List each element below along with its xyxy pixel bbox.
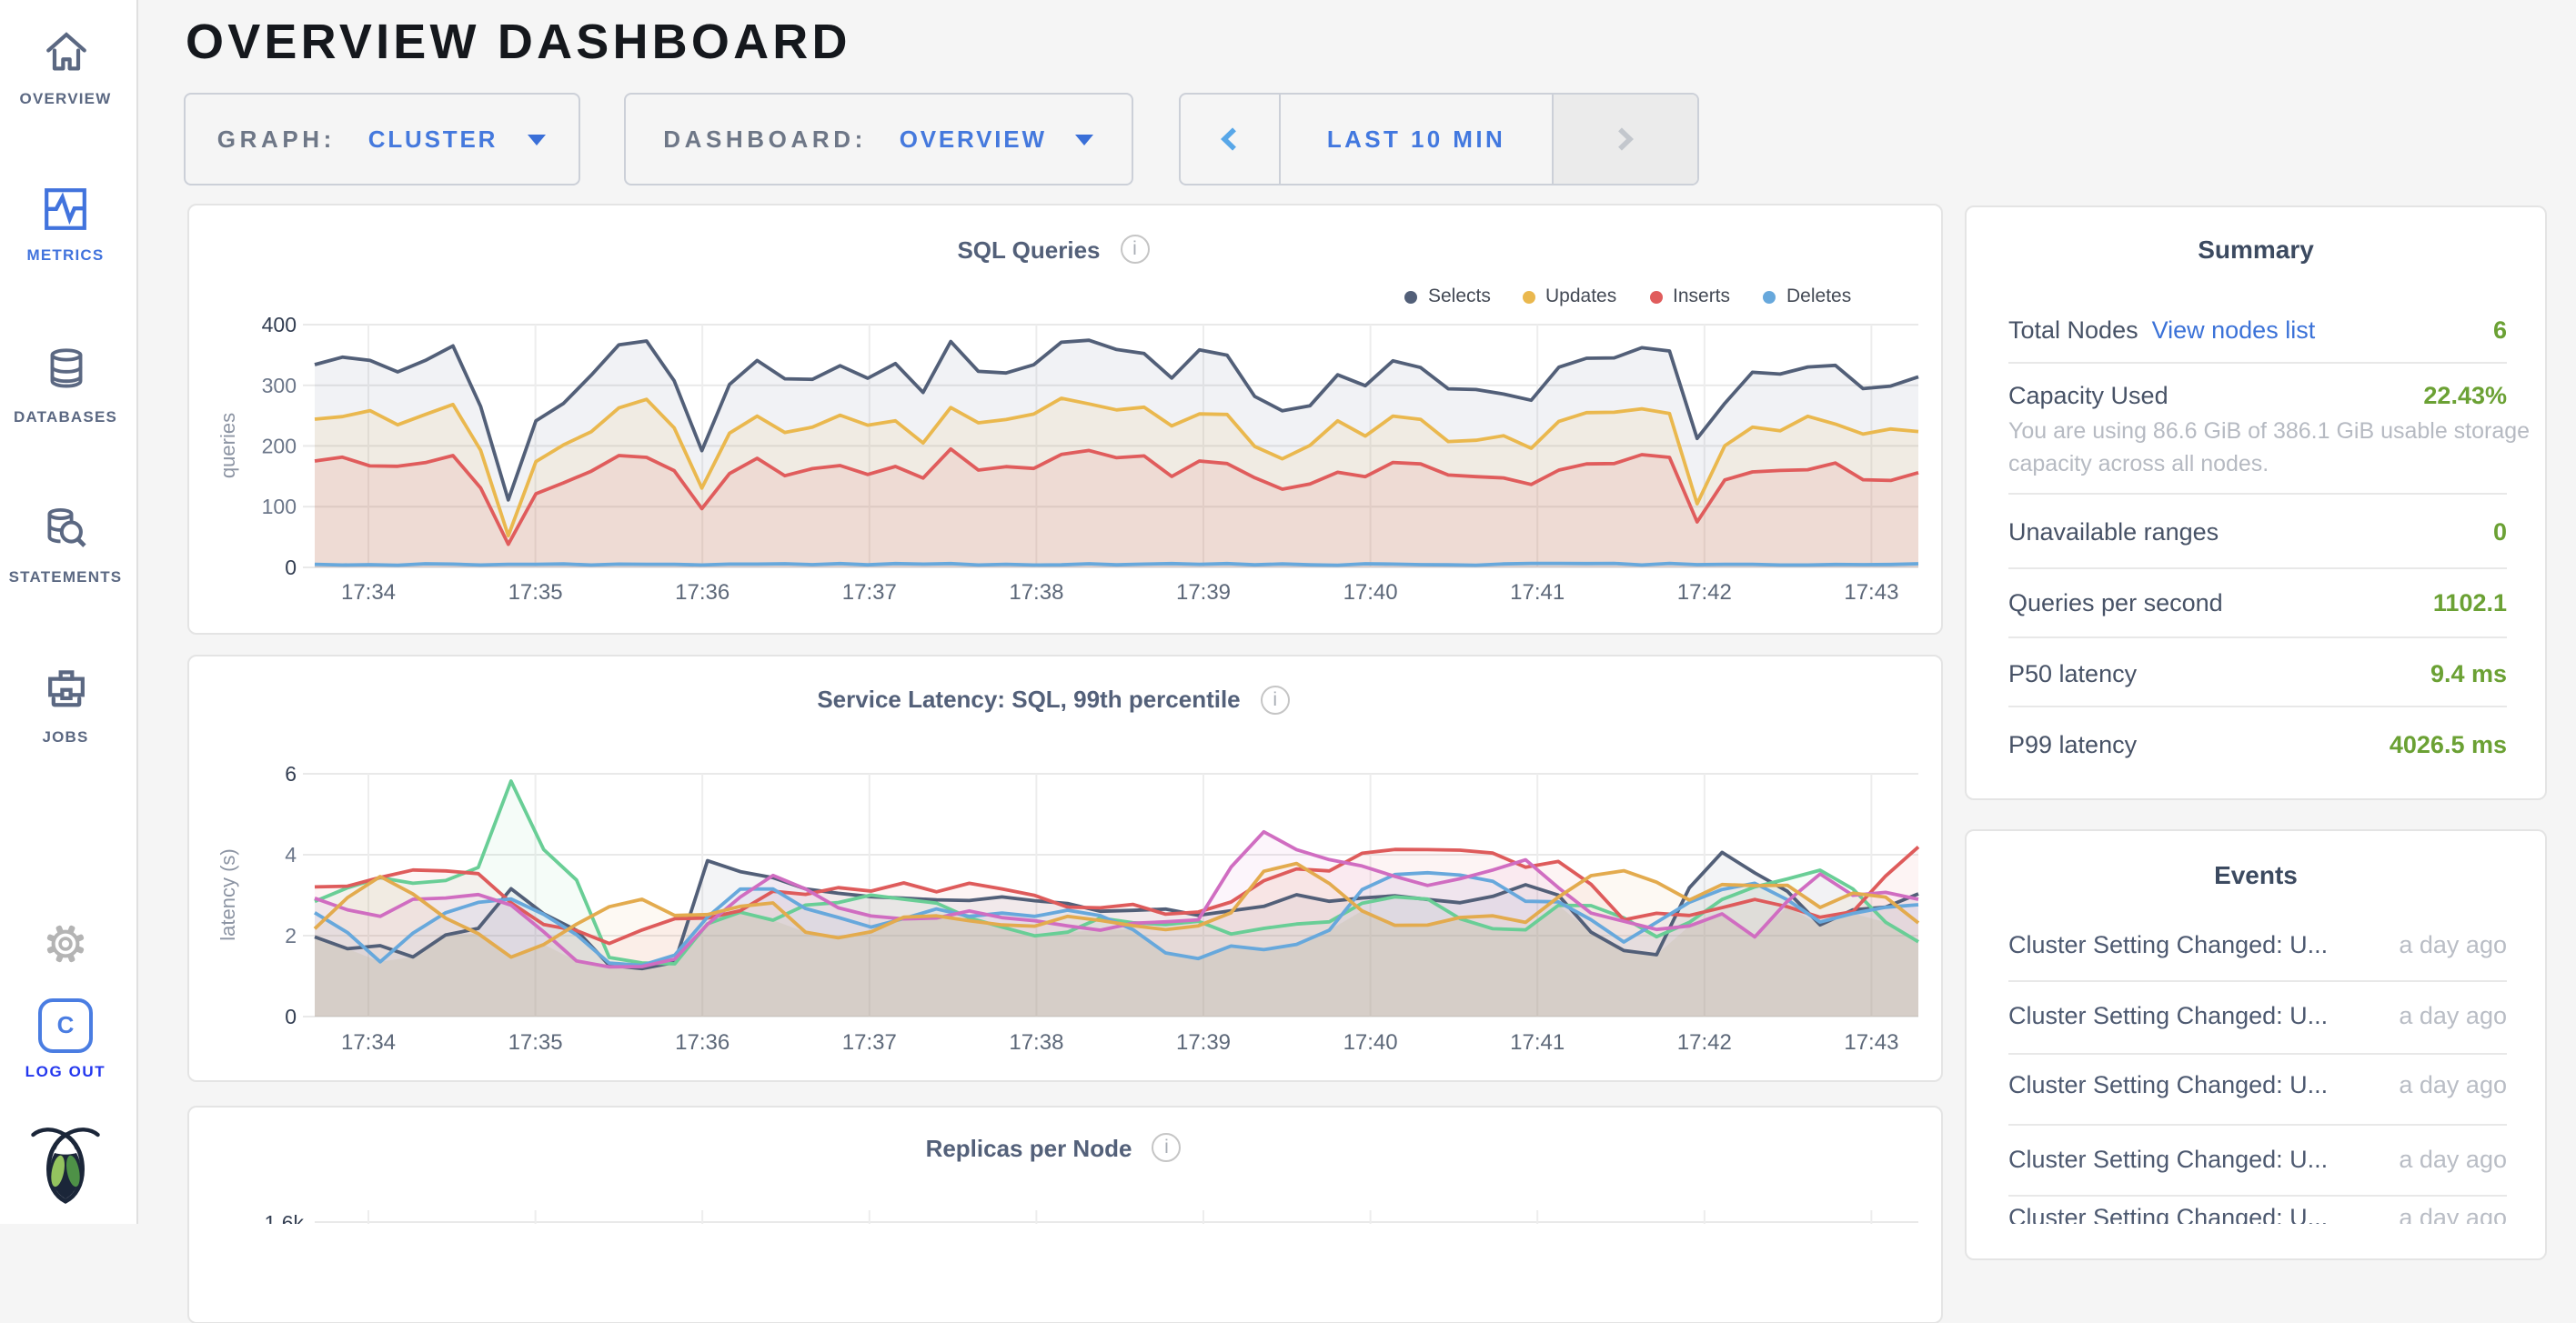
svg-text:200: 200 <box>262 434 297 457</box>
svg-text:latency (s): latency (s) <box>216 847 239 939</box>
svg-text:0: 0 <box>285 556 297 579</box>
svg-text:17:41: 17:41 <box>1510 1029 1565 1054</box>
svg-text:17:43: 17:43 <box>1844 580 1898 605</box>
svg-text:6: 6 <box>285 761 297 785</box>
svg-text:17:35: 17:35 <box>508 1029 563 1054</box>
svg-text:17:37: 17:37 <box>842 1029 897 1054</box>
svg-text:1.6k: 1.6k <box>265 1210 305 1224</box>
svg-text:queries: queries <box>216 413 239 478</box>
svg-text:17:40: 17:40 <box>1343 1029 1398 1054</box>
svg-text:17:40: 17:40 <box>1343 580 1398 605</box>
svg-text:17:42: 17:42 <box>1677 580 1732 605</box>
svg-text:17:37: 17:37 <box>842 580 897 605</box>
svg-text:17:39: 17:39 <box>1176 1029 1231 1054</box>
svg-text:17:42: 17:42 <box>1677 1029 1732 1054</box>
svg-text:100: 100 <box>262 495 297 518</box>
svg-text:17:39: 17:39 <box>1176 580 1231 605</box>
svg-text:0: 0 <box>285 1004 297 1027</box>
svg-text:400: 400 <box>262 313 297 336</box>
svg-text:17:35: 17:35 <box>508 580 563 605</box>
svg-text:17:34: 17:34 <box>341 580 396 605</box>
svg-text:17:38: 17:38 <box>1009 1029 1063 1054</box>
svg-text:2: 2 <box>285 923 297 947</box>
svg-text:17:34: 17:34 <box>341 1029 396 1054</box>
svg-text:17:36: 17:36 <box>675 1029 730 1054</box>
svg-text:4: 4 <box>285 842 297 866</box>
svg-text:17:41: 17:41 <box>1510 580 1565 605</box>
svg-text:300: 300 <box>262 374 297 397</box>
svg-text:17:36: 17:36 <box>675 580 730 605</box>
svg-text:17:38: 17:38 <box>1009 580 1063 605</box>
svg-text:17:43: 17:43 <box>1844 1029 1898 1054</box>
